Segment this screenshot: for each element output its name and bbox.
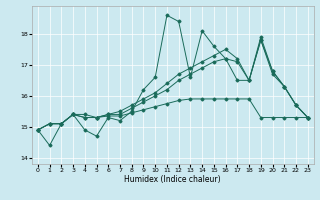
X-axis label: Humidex (Indice chaleur): Humidex (Indice chaleur)	[124, 175, 221, 184]
